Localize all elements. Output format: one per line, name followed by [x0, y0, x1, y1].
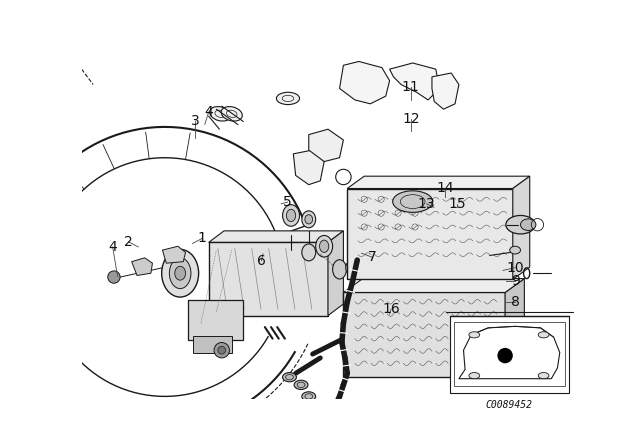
Polygon shape [328, 231, 344, 315]
Bar [209, 242, 328, 315]
Ellipse shape [520, 219, 536, 230]
Ellipse shape [175, 266, 186, 280]
Bar [465, 293, 494, 315]
Text: 7: 7 [368, 250, 377, 264]
Text: 4: 4 [204, 105, 213, 119]
Circle shape [214, 343, 230, 358]
Text: 12: 12 [402, 112, 420, 126]
Text: 10: 10 [506, 261, 524, 275]
Text: 13: 13 [418, 197, 435, 211]
Polygon shape [348, 176, 530, 189]
Ellipse shape [452, 247, 477, 264]
Polygon shape [293, 150, 324, 185]
Ellipse shape [170, 258, 191, 289]
Ellipse shape [221, 107, 243, 121]
Ellipse shape [436, 316, 467, 338]
Ellipse shape [316, 236, 333, 257]
Polygon shape [308, 129, 344, 162]
Ellipse shape [538, 332, 549, 338]
Bar [454, 322, 565, 386]
Text: 15: 15 [448, 197, 466, 211]
Ellipse shape [393, 191, 433, 212]
Bar [348, 189, 513, 280]
Text: 5: 5 [284, 195, 292, 209]
Polygon shape [505, 279, 524, 377]
Ellipse shape [506, 215, 535, 234]
Text: 14: 14 [436, 181, 454, 195]
Polygon shape [513, 176, 530, 280]
Polygon shape [209, 231, 344, 242]
Text: 6: 6 [257, 254, 266, 268]
Ellipse shape [302, 392, 316, 401]
Text: 11: 11 [402, 80, 420, 94]
Bar [193, 336, 232, 353]
Ellipse shape [458, 250, 472, 261]
Polygon shape [344, 363, 524, 377]
Polygon shape [390, 63, 440, 100]
Ellipse shape [210, 107, 231, 121]
Text: 2: 2 [124, 235, 132, 249]
Polygon shape [163, 246, 186, 263]
Ellipse shape [287, 209, 296, 222]
Polygon shape [432, 73, 459, 109]
Text: 1: 1 [198, 231, 207, 246]
Text: 8: 8 [511, 295, 520, 309]
Text: 3: 3 [191, 114, 199, 128]
Ellipse shape [346, 261, 356, 275]
Ellipse shape [538, 373, 549, 379]
Circle shape [218, 346, 225, 354]
Ellipse shape [509, 246, 520, 254]
Ellipse shape [302, 244, 316, 261]
Bar [450, 315, 569, 392]
Ellipse shape [283, 373, 296, 382]
Circle shape [108, 271, 120, 283]
Text: 16: 16 [382, 302, 400, 316]
Ellipse shape [319, 240, 329, 252]
Ellipse shape [469, 373, 480, 379]
Ellipse shape [305, 215, 312, 224]
Ellipse shape [469, 332, 480, 338]
Text: C0089452: C0089452 [486, 400, 532, 410]
Polygon shape [132, 258, 152, 276]
Text: 4: 4 [108, 240, 117, 254]
Ellipse shape [294, 380, 308, 389]
Bar [344, 293, 505, 377]
Bar [188, 300, 243, 340]
Polygon shape [344, 279, 524, 293]
Ellipse shape [162, 250, 198, 297]
Ellipse shape [333, 260, 346, 279]
Ellipse shape [302, 211, 316, 228]
Polygon shape [340, 61, 390, 104]
Ellipse shape [276, 92, 300, 104]
Ellipse shape [283, 205, 300, 226]
Text: 9: 9 [511, 275, 520, 289]
Circle shape [497, 348, 513, 363]
